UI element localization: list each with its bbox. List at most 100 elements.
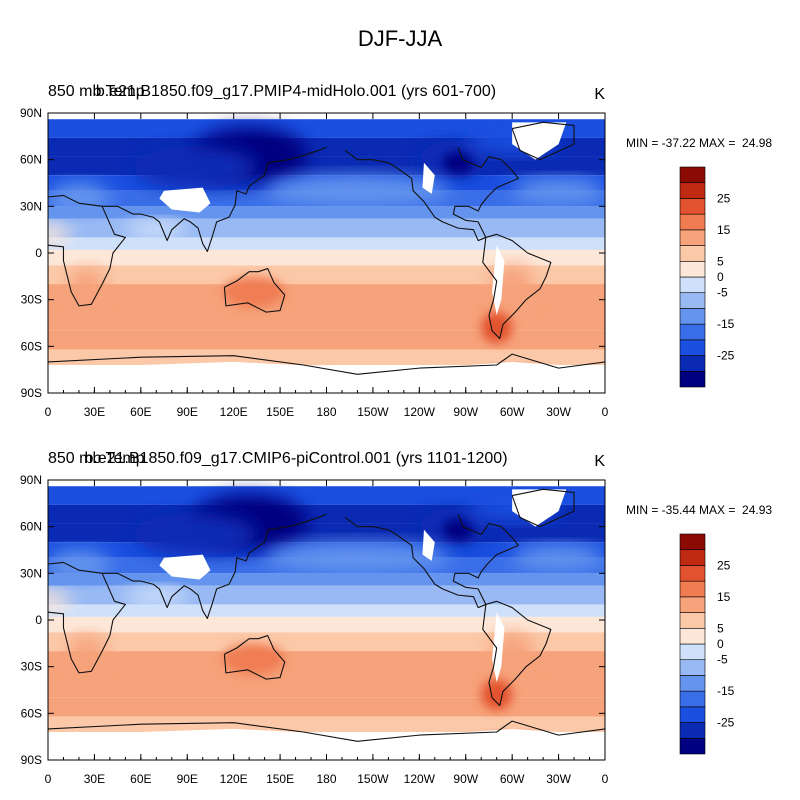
- missing-data-region: [512, 122, 567, 160]
- panel-variable-label: 850 mb Temp: [48, 450, 145, 467]
- x-tick-label: 0: [602, 772, 609, 786]
- x-tick-label: 60E: [130, 772, 151, 786]
- colorbar-swatch: [679, 339, 706, 356]
- y-tick-label: 90N: [20, 473, 42, 487]
- panels: 0 30E 60E 90E 120E 150E 180 150W 120W 90W 60W 30W 09…: [20, 83, 772, 786]
- contour-band: [48, 265, 605, 285]
- colorbar-label: 25: [717, 558, 731, 572]
- coastline: [482, 600, 552, 707]
- colorbar-label: -25: [717, 349, 735, 363]
- x-tick-label: 120W: [404, 772, 436, 786]
- colorbar-label: -5: [717, 653, 728, 667]
- contour-band: [48, 616, 605, 633]
- colorbar-swatch: [679, 675, 706, 692]
- missing-data-region: [492, 245, 505, 316]
- coastline: [48, 720, 605, 742]
- temperature-field: [48, 113, 605, 393]
- colorbar-label: 0: [717, 270, 724, 284]
- x-tick-label: 180: [316, 772, 336, 786]
- colorbar-label: 5: [717, 621, 724, 635]
- colorbar-label: 5: [717, 254, 724, 268]
- panel-units: K: [594, 86, 605, 103]
- x-tick-label: 0: [45, 405, 52, 419]
- y-tick-label: 30S: [21, 293, 42, 307]
- colorbar-swatch: [679, 166, 706, 184]
- colorbar-label: 15: [717, 223, 731, 237]
- colorbar-swatch: [679, 549, 706, 566]
- coastline: [48, 561, 126, 674]
- panel-min-max: MIN = -35.44 MAX = 24.93: [626, 503, 772, 517]
- field-anomaly: [68, 268, 106, 300]
- coastline: [511, 121, 575, 161]
- colorbar-swatch: [679, 659, 706, 676]
- colorbar-swatch: [679, 737, 706, 755]
- colorbar: 25 15 5 0 -5 -15 -25: [679, 533, 735, 755]
- colorbar-swatch: [679, 533, 706, 551]
- missing-data-region: [48, 728, 605, 760]
- field-anomaly: [48, 183, 110, 215]
- colorbar-swatch: [679, 308, 706, 325]
- x-tick-label: 90W: [453, 772, 478, 786]
- field-anomaly: [48, 550, 110, 582]
- y-tick-label: 90S: [21, 386, 42, 400]
- colorbar-label: -25: [717, 716, 735, 730]
- x-tick-label: 120E: [220, 405, 248, 419]
- y-tick-label: 0: [35, 613, 42, 627]
- x-tick-label: 120W: [404, 405, 436, 419]
- x-tick-label: 180: [316, 405, 336, 419]
- x-tick-label: 0: [45, 772, 52, 786]
- colorbar-swatch: [679, 292, 706, 309]
- x-tick-label: 150W: [357, 772, 389, 786]
- panel-case-title: b.e21.B1850.f09_g17.PMIP4-midHolo.001 (y…: [96, 83, 496, 100]
- colorbar-swatch: [679, 182, 706, 199]
- contour-band: [48, 349, 605, 365]
- field-anomaly: [48, 225, 72, 244]
- field-anomaly: [264, 175, 451, 207]
- x-tick-label: 90E: [177, 772, 198, 786]
- field-anomaly: [48, 592, 72, 611]
- contour-band: [48, 585, 605, 605]
- missing-data-region: [422, 162, 435, 194]
- panel-units: K: [594, 453, 605, 470]
- y-tick-label: 0: [35, 246, 42, 260]
- x-tick-label: 30W: [546, 772, 571, 786]
- colorbar-swatch: [679, 722, 706, 739]
- contour-band: [48, 218, 605, 238]
- map-panel-1: 0 30E 60E 90E 120E 150E 180 150W 120W 90W 60W 30W 09…: [20, 83, 772, 419]
- coastline: [482, 233, 552, 340]
- field-anomaly: [222, 276, 285, 308]
- colorbar-swatch: [679, 596, 706, 613]
- coastline: [344, 514, 519, 609]
- field-anomaly: [133, 512, 257, 557]
- x-tick-label: 30E: [84, 405, 105, 419]
- y-tick-label: 30N: [20, 199, 42, 213]
- y-tick-label: 30N: [20, 566, 42, 580]
- x-tick-label: 0: [602, 405, 609, 419]
- contour-band: [48, 716, 605, 732]
- field-anomaly: [512, 545, 605, 571]
- y-tick-label: 30S: [21, 660, 42, 674]
- colorbar-swatch: [679, 198, 706, 215]
- contour-band: [48, 604, 605, 617]
- y-tick-label: 90S: [21, 753, 42, 767]
- colorbar-label: -5: [717, 286, 728, 300]
- missing-data-region: [159, 554, 211, 580]
- temperature-field: [48, 480, 605, 760]
- field-anomaly: [68, 635, 106, 667]
- contour-band: [48, 697, 605, 717]
- colorbar-label: -15: [717, 684, 735, 698]
- contour-band: [48, 249, 605, 266]
- figure-title: DJF-JJA: [358, 26, 443, 51]
- colorbar-swatch: [679, 612, 706, 629]
- colorbar-swatch: [679, 213, 706, 231]
- coastline: [511, 488, 575, 528]
- coastline: [223, 268, 286, 313]
- x-tick-label: 60E: [130, 405, 151, 419]
- field-anomaly: [481, 679, 513, 711]
- field-anomaly: [442, 151, 474, 174]
- colorbar-swatch: [679, 355, 706, 372]
- colorbar-label: 25: [717, 191, 731, 205]
- field-anomaly: [125, 220, 188, 240]
- y-tick-label: 60S: [21, 706, 42, 720]
- colorbar-label: 15: [717, 590, 731, 604]
